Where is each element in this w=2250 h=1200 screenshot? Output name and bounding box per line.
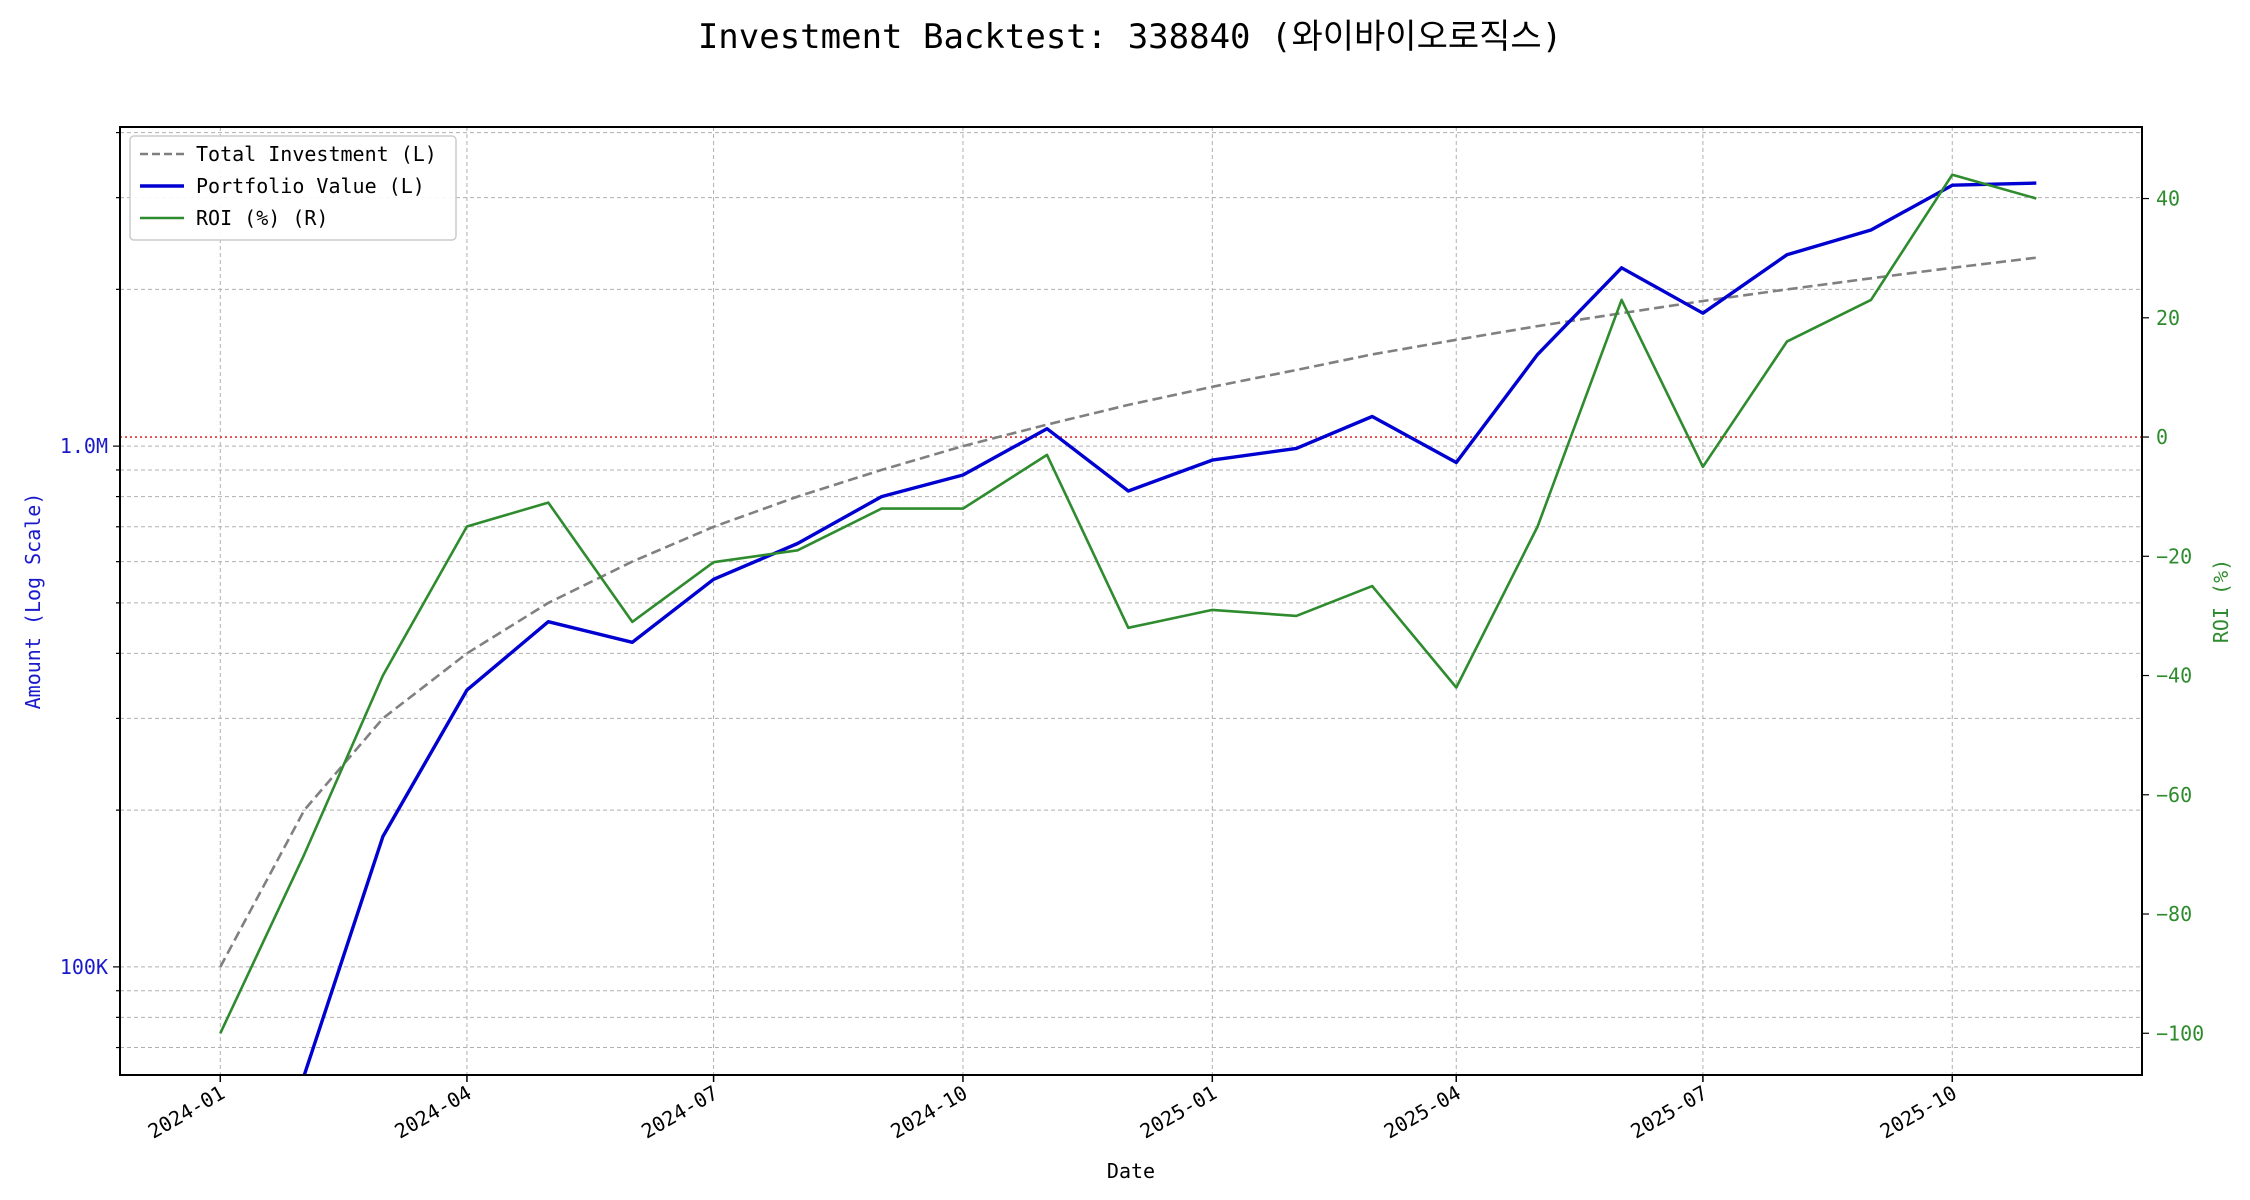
y-right-tick-label: −80: [2156, 902, 2192, 926]
y-axis-left-label: Amount (Log Scale): [21, 493, 45, 710]
x-tick-label: 2025-01: [1136, 1081, 1221, 1144]
x-tick-label: 2024-07: [637, 1081, 722, 1144]
legend: Total Investment (L) Portfolio Value (L) R…: [129, 135, 457, 241]
x-tick-label: 2025-04: [1380, 1081, 1465, 1144]
series-layer: [219, 173, 2037, 1076]
legend-label-total-investment-line: Total Investment (L): [196, 142, 437, 166]
chart-title: Investment Backtest: 338840 (와이바이오로직스): [698, 17, 1562, 57]
portfolio-value-line: [302, 181, 2037, 1076]
y-right-tick-label: 40: [2156, 187, 2180, 211]
legend-box: [129, 135, 457, 241]
y-right-tick-label: −40: [2156, 664, 2192, 688]
total-investment-line: [219, 256, 2037, 968]
y-left-tick-label: 100K: [60, 955, 108, 979]
y-right-tick-label: −20: [2156, 544, 2192, 568]
x-tick-label: 2025-10: [1876, 1081, 1961, 1144]
grid-layer: [120, 127, 2142, 1075]
roi-line: [219, 173, 2037, 1034]
plot-frame: [119, 126, 2143, 1076]
y-left-tick-label: 1.0M: [60, 434, 108, 458]
y-right-tick-label: 0: [2156, 425, 2168, 449]
legend-label-roi-line: ROI (%) (R): [196, 206, 328, 230]
y-right-tick-label: −60: [2156, 783, 2192, 807]
x-tick-label: 2024-10: [886, 1081, 971, 1144]
y-axis-right-label: ROI (%): [2209, 559, 2233, 643]
x-tick-label: 2024-04: [390, 1081, 475, 1144]
y-right-tick-label: 20: [2156, 306, 2180, 330]
x-tick-label: 2025-07: [1626, 1081, 1711, 1144]
x-axis-label: Date: [1107, 1159, 1155, 1183]
legend-label-portfolio-value-line: Portfolio Value (L): [196, 174, 425, 198]
y-right-tick-label: −100: [2156, 1021, 2204, 1045]
x-tick-label: 2024-01: [144, 1081, 229, 1144]
